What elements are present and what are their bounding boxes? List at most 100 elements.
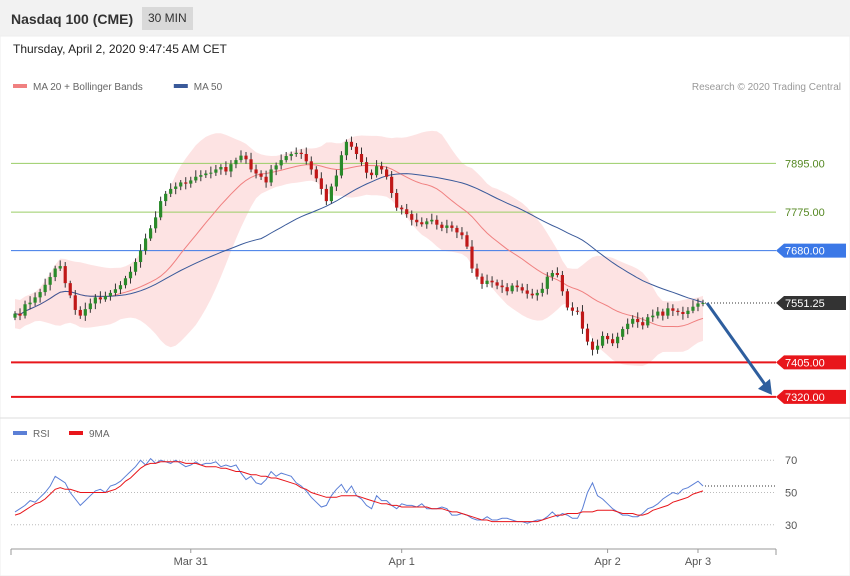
candle	[23, 300, 27, 319]
candle	[374, 160, 379, 178]
candle-body	[229, 164, 233, 172]
level-label: 7895.00	[785, 158, 825, 170]
candle-body	[239, 155, 243, 161]
candle	[68, 280, 72, 299]
x-tick-label: Apr 3	[685, 556, 711, 568]
level-label: 7551.25	[785, 298, 825, 310]
candle	[495, 279, 499, 290]
candle	[671, 304, 675, 317]
chart-header: Nasdaq 100 (CME) 30 MIN	[0, 0, 850, 36]
candle	[148, 225, 153, 241]
candle-body	[686, 310, 690, 315]
candle	[415, 213, 419, 227]
candle	[299, 149, 303, 159]
candle	[229, 160, 233, 178]
candle	[600, 331, 605, 349]
arrow-head	[758, 378, 772, 395]
candle	[681, 306, 685, 320]
candle	[93, 294, 97, 310]
level-support-7320.00: 7320.00	[11, 389, 846, 404]
candle	[545, 272, 549, 295]
candle	[410, 210, 414, 226]
level-tag	[776, 355, 846, 370]
candle-body	[133, 262, 138, 272]
candle	[334, 169, 339, 191]
candle	[530, 288, 534, 299]
candle	[259, 170, 263, 180]
candle-body	[455, 227, 459, 233]
candle-body	[199, 175, 203, 177]
legend-swatch	[13, 431, 27, 435]
candle	[560, 270, 564, 296]
candle-body	[279, 160, 283, 166]
candle-body	[590, 341, 595, 350]
candle-body	[289, 154, 293, 157]
candle	[249, 152, 253, 173]
candle-body	[400, 207, 404, 210]
candle	[289, 151, 293, 161]
candle-body	[88, 303, 92, 310]
candle	[279, 154, 283, 170]
ma50-line	[14, 173, 704, 316]
candle-body	[209, 172, 213, 174]
chart-frame	[0, 35, 850, 576]
candle-body	[219, 167, 223, 170]
candle-body	[671, 308, 675, 311]
candle	[274, 162, 278, 176]
candle-body	[626, 323, 630, 330]
candle-body	[98, 297, 102, 300]
candle	[385, 166, 389, 180]
candle	[43, 278, 47, 296]
candle-body	[611, 339, 615, 344]
candle	[616, 332, 620, 349]
candle-body	[194, 176, 198, 181]
candle	[329, 183, 333, 204]
candle-body	[154, 217, 158, 229]
rsi-line	[14, 457, 704, 524]
candle	[475, 263, 479, 280]
candle	[430, 213, 434, 225]
candle	[621, 326, 625, 340]
candle-body	[23, 304, 27, 316]
candle-body	[189, 180, 193, 184]
candle	[636, 312, 640, 328]
candle	[425, 218, 429, 229]
timeframe-badge[interactable]: 30 MIN	[142, 7, 193, 30]
candle-body	[565, 291, 570, 308]
candle-body	[555, 272, 559, 276]
candle-body	[344, 141, 349, 156]
candle-body	[641, 322, 645, 326]
candle-body	[48, 277, 52, 285]
candle-body	[143, 238, 148, 251]
price-legend: MA 20 + Bollinger Bands MA 50	[13, 82, 223, 93]
candle-body	[600, 335, 605, 346]
candle	[520, 283, 524, 294]
legend-swatch	[173, 84, 188, 88]
candle-body	[420, 222, 424, 225]
candle	[480, 273, 484, 289]
candle	[535, 289, 539, 301]
candle-body	[108, 292, 113, 297]
candle	[58, 260, 62, 271]
rsi-tick-label: 70	[785, 455, 797, 467]
candle	[395, 188, 399, 211]
candle	[470, 240, 474, 273]
candle	[651, 309, 655, 322]
candle	[189, 176, 193, 188]
x-tick-label: Apr 2	[594, 556, 620, 568]
candle	[194, 170, 198, 183]
candle-body	[249, 159, 253, 170]
candle	[179, 180, 183, 191]
candle-body	[595, 345, 600, 350]
candle	[626, 318, 630, 335]
candle	[390, 171, 394, 198]
candle-body	[661, 311, 665, 316]
candle-body	[636, 318, 640, 323]
candle	[580, 305, 585, 334]
candle-body	[53, 268, 57, 278]
candle-body	[530, 293, 534, 296]
candle-body	[605, 335, 610, 340]
candle	[219, 164, 223, 175]
candle	[269, 164, 273, 187]
candle	[405, 203, 409, 218]
